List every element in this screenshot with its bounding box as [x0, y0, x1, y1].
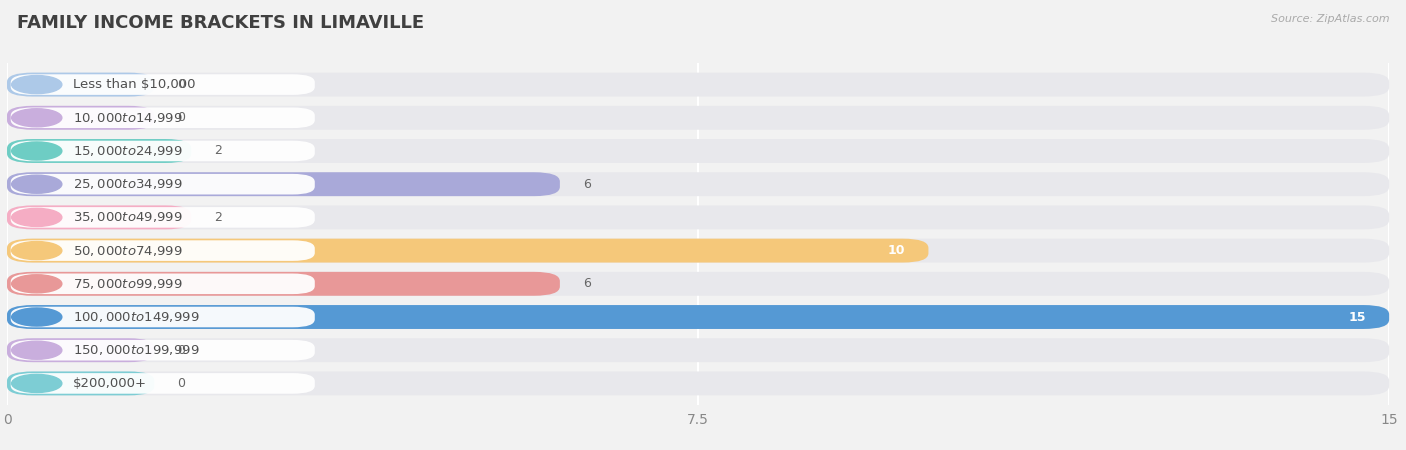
FancyBboxPatch shape: [7, 206, 1389, 230]
FancyBboxPatch shape: [7, 338, 1389, 362]
FancyBboxPatch shape: [7, 238, 928, 262]
Text: 0: 0: [177, 78, 186, 91]
FancyBboxPatch shape: [7, 238, 1389, 262]
FancyBboxPatch shape: [11, 74, 315, 95]
Text: $25,000 to $34,999: $25,000 to $34,999: [73, 177, 183, 191]
Text: $75,000 to $99,999: $75,000 to $99,999: [73, 277, 183, 291]
FancyBboxPatch shape: [7, 305, 1389, 329]
FancyBboxPatch shape: [7, 206, 191, 230]
FancyBboxPatch shape: [11, 373, 315, 394]
FancyBboxPatch shape: [11, 174, 315, 194]
FancyBboxPatch shape: [7, 139, 1389, 163]
Circle shape: [11, 76, 62, 94]
Text: 2: 2: [214, 211, 222, 224]
FancyBboxPatch shape: [7, 72, 155, 97]
Text: 15: 15: [1348, 310, 1367, 324]
Text: 6: 6: [583, 178, 591, 191]
Text: Less than $10,000: Less than $10,000: [73, 78, 195, 91]
Text: FAMILY INCOME BRACKETS IN LIMAVILLE: FAMILY INCOME BRACKETS IN LIMAVILLE: [17, 14, 425, 32]
FancyBboxPatch shape: [11, 240, 315, 261]
FancyBboxPatch shape: [11, 307, 315, 327]
Circle shape: [11, 142, 62, 160]
Text: Source: ZipAtlas.com: Source: ZipAtlas.com: [1271, 14, 1389, 23]
FancyBboxPatch shape: [7, 172, 1389, 196]
Text: 6: 6: [583, 277, 591, 290]
FancyBboxPatch shape: [11, 340, 315, 360]
Text: 0: 0: [177, 111, 186, 124]
FancyBboxPatch shape: [7, 371, 155, 396]
FancyBboxPatch shape: [7, 72, 1389, 97]
Circle shape: [11, 308, 62, 326]
FancyBboxPatch shape: [7, 338, 155, 362]
Circle shape: [11, 374, 62, 392]
FancyBboxPatch shape: [7, 371, 1389, 396]
Text: 10: 10: [889, 244, 905, 257]
Text: $100,000 to $149,999: $100,000 to $149,999: [73, 310, 200, 324]
Text: $35,000 to $49,999: $35,000 to $49,999: [73, 211, 183, 225]
Text: $200,000+: $200,000+: [73, 377, 146, 390]
Circle shape: [11, 275, 62, 293]
Text: $15,000 to $24,999: $15,000 to $24,999: [73, 144, 183, 158]
Circle shape: [11, 109, 62, 127]
Circle shape: [11, 242, 62, 260]
FancyBboxPatch shape: [7, 106, 1389, 130]
Circle shape: [11, 208, 62, 226]
FancyBboxPatch shape: [7, 172, 560, 196]
Text: 2: 2: [214, 144, 222, 158]
FancyBboxPatch shape: [7, 106, 155, 130]
FancyBboxPatch shape: [11, 108, 315, 128]
Text: 0: 0: [177, 377, 186, 390]
Text: 0: 0: [177, 344, 186, 357]
FancyBboxPatch shape: [7, 305, 1389, 329]
FancyBboxPatch shape: [11, 207, 315, 228]
FancyBboxPatch shape: [7, 139, 191, 163]
FancyBboxPatch shape: [11, 274, 315, 294]
Circle shape: [11, 175, 62, 193]
FancyBboxPatch shape: [7, 272, 1389, 296]
FancyBboxPatch shape: [7, 272, 560, 296]
FancyBboxPatch shape: [11, 141, 315, 161]
Text: $50,000 to $74,999: $50,000 to $74,999: [73, 243, 183, 257]
Text: $10,000 to $14,999: $10,000 to $14,999: [73, 111, 183, 125]
Text: $150,000 to $199,999: $150,000 to $199,999: [73, 343, 200, 357]
Circle shape: [11, 341, 62, 359]
